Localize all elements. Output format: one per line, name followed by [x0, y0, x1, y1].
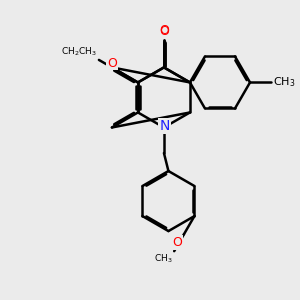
Text: CH$_3$: CH$_3$	[154, 253, 173, 265]
Text: O: O	[159, 25, 169, 38]
Text: O: O	[159, 24, 169, 37]
Text: CH$_3$: CH$_3$	[272, 76, 295, 89]
Text: O: O	[172, 236, 182, 249]
Text: N: N	[159, 119, 170, 133]
Text: O: O	[107, 57, 117, 70]
Text: CH$_2$CH$_3$: CH$_2$CH$_3$	[61, 46, 98, 58]
